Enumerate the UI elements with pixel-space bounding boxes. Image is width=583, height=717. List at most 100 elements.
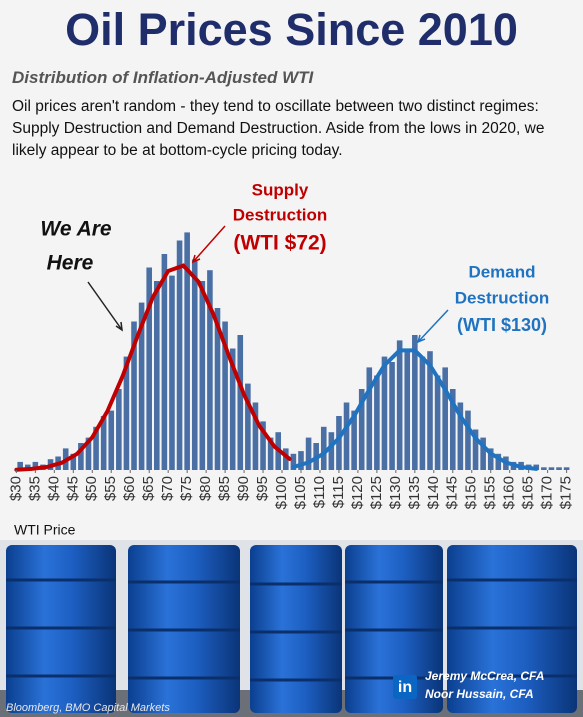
x-tick-label: $120 [349, 476, 366, 509]
bar [412, 335, 418, 470]
bar [222, 321, 228, 470]
x-tick-label: $35 [26, 476, 43, 501]
bar [419, 356, 426, 470]
description: Oil prices aren't random - they tend to … [12, 98, 545, 159]
author: Jeremy McCrea, CFA [425, 669, 544, 683]
bar [374, 375, 380, 470]
x-tick-label: $130 [387, 476, 404, 509]
bar [366, 367, 373, 470]
bar [108, 410, 115, 470]
x-tick-label: $45 [64, 476, 81, 501]
bar [93, 426, 99, 470]
linkedin-icon [393, 675, 417, 699]
x-tick-label: $85 [216, 476, 233, 501]
x-tick-label: $80 [197, 476, 214, 501]
linkedin-icon-text: in [398, 679, 412, 696]
x-tick-label: $100 [273, 476, 290, 509]
x-tick-label: $95 [254, 476, 271, 501]
annotation: Here [47, 252, 94, 275]
subtitle: Distribution of Inflation-Adjusted WTI [12, 68, 314, 87]
annotation: Destruction [455, 288, 549, 307]
source: Bloomberg, BMO Capital Markets [6, 702, 170, 714]
bar [123, 356, 130, 470]
bar [131, 321, 137, 470]
x-tick-label: $145 [444, 476, 461, 509]
bar [427, 351, 433, 470]
title: Oil Prices Since 2010 [65, 4, 518, 55]
x-tick-label: $150 [463, 476, 480, 509]
bar [381, 356, 388, 470]
bar [153, 281, 160, 470]
bar [563, 467, 570, 470]
bar [396, 340, 403, 470]
annotation: (WTI $130) [457, 315, 547, 335]
x-tick-label: $155 [482, 476, 499, 509]
x-tick-label: $70 [159, 476, 176, 501]
bar [457, 402, 464, 470]
bar [328, 432, 335, 470]
x-tick-label: $60 [121, 476, 138, 501]
bar [100, 416, 107, 470]
x-tick-label: $105 [292, 476, 309, 509]
x-axis-label: WTI Price [14, 522, 76, 538]
x-tick-label: $135 [406, 476, 423, 509]
bar [351, 410, 357, 470]
x-tick-label: $170 [539, 476, 556, 509]
x-tick-label: $65 [140, 476, 157, 501]
bar [245, 383, 251, 470]
bar [541, 467, 547, 470]
x-tick-label: $50 [83, 476, 100, 501]
bar [434, 375, 441, 470]
x-tick-label: $140 [425, 476, 442, 509]
bar [465, 410, 471, 470]
bar [207, 270, 213, 470]
x-tick-label: $90 [235, 476, 252, 501]
bar [267, 437, 274, 470]
bar [260, 421, 266, 470]
x-tick-label: $160 [501, 476, 518, 509]
bar [404, 348, 411, 470]
bar [32, 461, 39, 470]
bar [146, 267, 152, 470]
x-tick-label: $75 [178, 476, 195, 501]
x-tick-label: $165 [520, 476, 537, 509]
fit-curve [14, 263, 292, 472]
bar [495, 453, 502, 470]
x-tick-label: $30 [7, 476, 24, 501]
arrows [87, 225, 449, 344]
bar [298, 451, 304, 470]
x-tick-label: $175 [558, 476, 575, 509]
bar [199, 281, 206, 470]
bar [85, 437, 92, 470]
bar [358, 389, 365, 470]
bar [176, 240, 183, 470]
x-tick-label: $55 [102, 476, 119, 501]
bar [548, 467, 555, 470]
bar [487, 448, 494, 470]
bar [449, 389, 456, 470]
bar [336, 416, 342, 470]
bar [237, 335, 244, 470]
author: Noor Hussain, CFA [425, 687, 534, 701]
bar [161, 254, 168, 470]
annotation: Supply [252, 180, 309, 199]
bar [138, 302, 145, 470]
annotation: (WTI $72) [233, 232, 326, 255]
annotation: Destruction [233, 205, 327, 224]
bar [389, 362, 395, 470]
x-tick-label: $40 [45, 476, 62, 501]
bar [290, 453, 297, 470]
x-tick-label: $110 [311, 476, 328, 508]
bar [472, 429, 479, 470]
annotation: Demand [468, 262, 535, 281]
x-tick-label: $125 [368, 476, 385, 509]
bar [78, 443, 84, 470]
bar [283, 448, 289, 470]
bar [229, 348, 236, 470]
bar [116, 389, 122, 470]
bar [556, 467, 562, 470]
bar [252, 402, 259, 470]
bar [343, 402, 350, 470]
